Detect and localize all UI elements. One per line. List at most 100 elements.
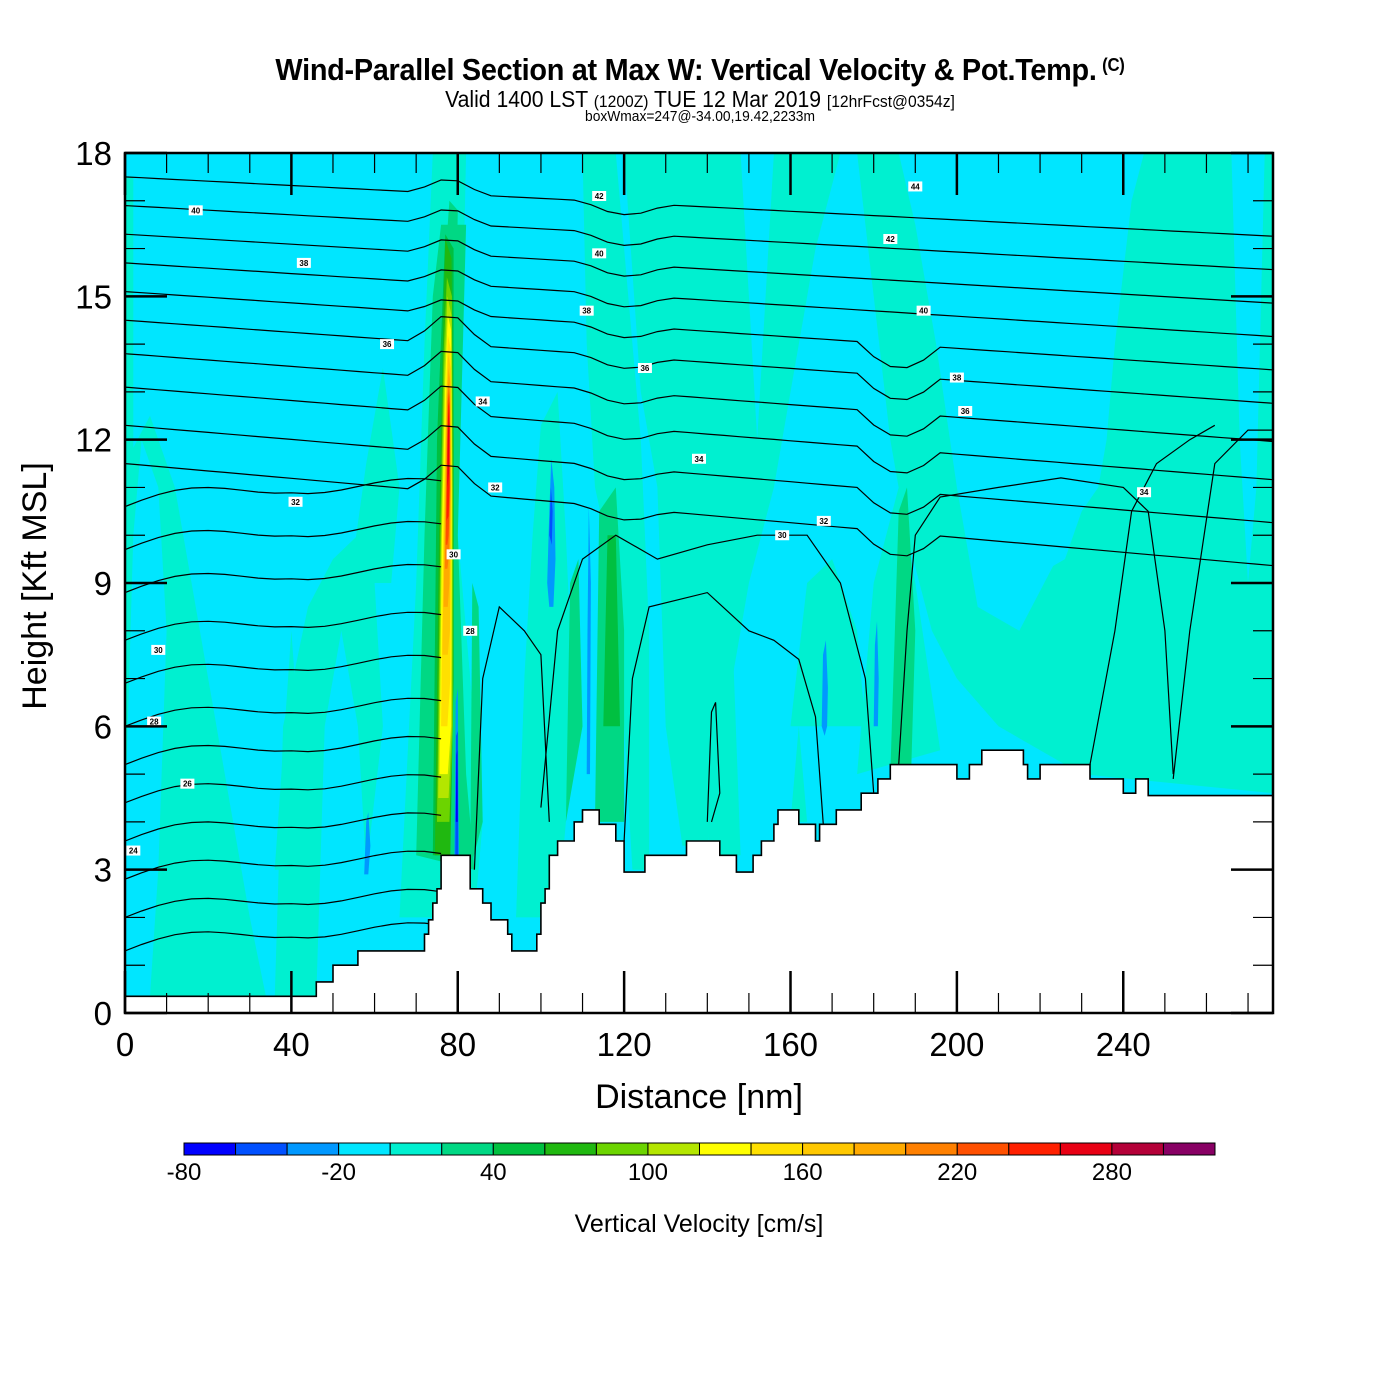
- theta-contour-line: [125, 477, 442, 508]
- y-tick-label: 9: [94, 565, 112, 602]
- contour-label: 30: [775, 530, 790, 541]
- contour-label: 36: [380, 339, 395, 350]
- colorbar: -80 -20 40 100 160 220 280: [167, 1142, 1216, 1186]
- theta-contour-dome: [623, 591, 825, 842]
- theta-contour-line: [125, 697, 442, 727]
- colorbar-swatch: [905, 1142, 958, 1156]
- valid-time-utc: (1200Z): [593, 92, 649, 111]
- contour-label-box: [151, 644, 166, 655]
- theta-contour-line: [125, 463, 1273, 567]
- contour-label-text: 32: [491, 483, 500, 492]
- chart-subtitle: Valid 1400 LST (1200Z) TUE 12 Mar 2019 […: [56, 86, 1344, 113]
- x-tick-label: 200: [929, 1026, 984, 1063]
- contour-label: 30: [446, 549, 461, 560]
- colorbar-tick-label: -80: [167, 1159, 202, 1186]
- theta-contour-dome: [1172, 429, 1273, 779]
- contour-label-box: [958, 406, 973, 416]
- contour-label: 32: [488, 482, 503, 493]
- contour-label: 32: [816, 515, 831, 526]
- contour-label-box: [592, 191, 607, 201]
- colorbar-swatch: [853, 1142, 907, 1156]
- x-tick-label: 160: [763, 1026, 818, 1063]
- theta-contour-line: [125, 291, 1273, 371]
- upward-20-40-region: [665, 153, 816, 345]
- contour-label-text: 34: [1140, 488, 1149, 497]
- upward-20-40-region: [516, 391, 575, 918]
- valid-date: TUE 12 Mar 2019: [653, 86, 821, 112]
- contour-label: 42: [592, 191, 607, 201]
- contour-label-box: [475, 396, 490, 407]
- y-tick-label: 18: [75, 135, 112, 172]
- theta-contour-line: [125, 888, 442, 918]
- theta-contour-line: [125, 850, 442, 880]
- upward-20-40-region: [125, 176, 134, 488]
- contour-label: 40: [592, 248, 607, 259]
- colorbar-swatch: [389, 1142, 443, 1156]
- contour-label-box: [883, 234, 898, 244]
- theta-contour-line: [125, 176, 1273, 237]
- y-tick-label: 3: [94, 852, 112, 889]
- contour-label: 24: [126, 845, 141, 856]
- terrain-profile: [124, 749, 1274, 1014]
- x-tick-label: 40: [273, 1026, 310, 1063]
- upward-20-40-region: [624, 153, 841, 846]
- contour-label-box: [949, 372, 964, 383]
- contour-label-box: [288, 496, 303, 507]
- contour-label-text: 30: [778, 531, 787, 540]
- colorbar-swatch: [235, 1142, 288, 1156]
- x-tick-label: 120: [597, 1026, 652, 1063]
- contour-label-box: [637, 363, 652, 373]
- contour-label-text: 30: [154, 646, 163, 655]
- contour-label-text: 28: [466, 627, 475, 636]
- contour-label-box: [692, 453, 706, 464]
- contour-label-text: 40: [919, 307, 928, 316]
- theta-contour-dome: [473, 605, 550, 870]
- box-max-info: boxWmax=247@-34.00,19.42,2233m: [585, 108, 815, 125]
- contour-label-text: 30: [449, 550, 458, 559]
- upward-20-40-region: [707, 630, 741, 856]
- colorbar-swatch: [492, 1142, 546, 1156]
- contour-label: 40: [188, 205, 203, 216]
- contour-label-box: [592, 248, 607, 259]
- theta-contour-line: [125, 654, 442, 684]
- theta-contour-line: [125, 774, 442, 804]
- valid-time-local: Valid 1400 LST: [445, 86, 588, 112]
- contour-label-text: 34: [478, 397, 487, 406]
- colorbar-swatch: [183, 1142, 237, 1156]
- theta-contour-line: [125, 424, 1273, 524]
- contour-label-box: [816, 515, 831, 526]
- colorbar-swatch: [1008, 1142, 1061, 1156]
- colorbar-title: Vertical Velocity [cm/s]: [575, 1210, 824, 1238]
- theta-contour-dome: [540, 534, 875, 808]
- terrain-mask: [124, 749, 1274, 1014]
- cyan-0-20-region: [491, 583, 525, 918]
- theta-contour-line: [125, 922, 442, 952]
- contour-label: 34: [692, 453, 706, 464]
- contour-label-text: 26: [183, 780, 192, 789]
- y-tick-label: 0: [94, 995, 112, 1032]
- contour-label-box: [180, 778, 195, 789]
- downdraft-region: [821, 640, 828, 736]
- theta-contour-line: [125, 262, 1273, 338]
- theta-contour-line: [125, 735, 442, 766]
- theta-contours: [125, 176, 1273, 952]
- contour-label: 34: [475, 396, 490, 407]
- forecast-info: [12hrFcst@0354z]: [826, 92, 955, 111]
- contour-label-text: 38: [582, 307, 591, 316]
- contour-label: 36: [637, 363, 652, 373]
- contour-label-box: [126, 845, 141, 856]
- updraft-core-contour: [447, 411, 450, 488]
- contour-label-text: 38: [299, 259, 308, 268]
- contour-label-box: [463, 625, 478, 636]
- colorbar-swatch: [1111, 1142, 1164, 1156]
- contour-label: 40: [916, 305, 931, 316]
- contour-label-box: [908, 181, 923, 192]
- y-tick-label: 6: [94, 708, 112, 745]
- contour-label: 42: [883, 234, 898, 244]
- contour-label-text: 40: [595, 249, 604, 258]
- contour-label-text: 36: [383, 340, 392, 349]
- contour-label: 44: [908, 181, 923, 192]
- cyan-0-20-region: [740, 153, 774, 440]
- contour-label-text: 40: [191, 206, 200, 215]
- colorbar-swatch: [802, 1142, 855, 1156]
